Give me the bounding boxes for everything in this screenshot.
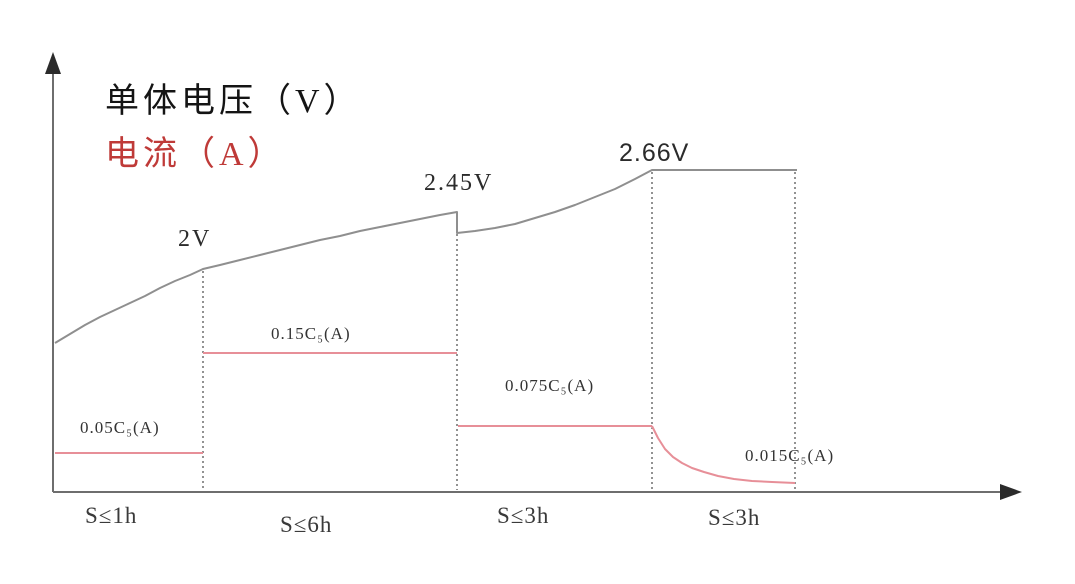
current-annotation-stage3: 0.075C₅(A) bbox=[505, 376, 595, 395]
x-axis-arrow-icon bbox=[1000, 484, 1022, 500]
current-curve-segment bbox=[651, 425, 796, 484]
voltage-annotation-stage2: 2.45V bbox=[424, 170, 494, 196]
voltage-curve bbox=[54, 169, 797, 344]
current-axis-title: 电流（A） bbox=[105, 136, 286, 173]
x-axis-stage-label-2: S≤6h bbox=[280, 512, 333, 537]
y-axis-arrow-icon bbox=[45, 52, 61, 74]
x-axis-stage-label-3: S≤3h bbox=[497, 503, 550, 528]
x-axis-stage-label-4: S≤3h bbox=[708, 505, 761, 530]
voltage-annotation-stage3: 2.66V bbox=[619, 139, 690, 167]
stage-boundary-lines bbox=[202, 172, 796, 490]
voltage-axis-title: 单体电压（V） bbox=[105, 83, 362, 120]
x-axis-stage-label-1: S≤1h bbox=[85, 503, 138, 528]
current-annotation-stage4: 0.015C₅(A) bbox=[745, 446, 835, 465]
current-annotation-stage2: 0.15C₅(A) bbox=[271, 324, 351, 343]
voltage-annotation-stage1: 2V bbox=[178, 226, 212, 252]
current-annotation-stage1: 0.05C₅(A) bbox=[80, 418, 160, 437]
data-curves bbox=[54, 169, 797, 484]
